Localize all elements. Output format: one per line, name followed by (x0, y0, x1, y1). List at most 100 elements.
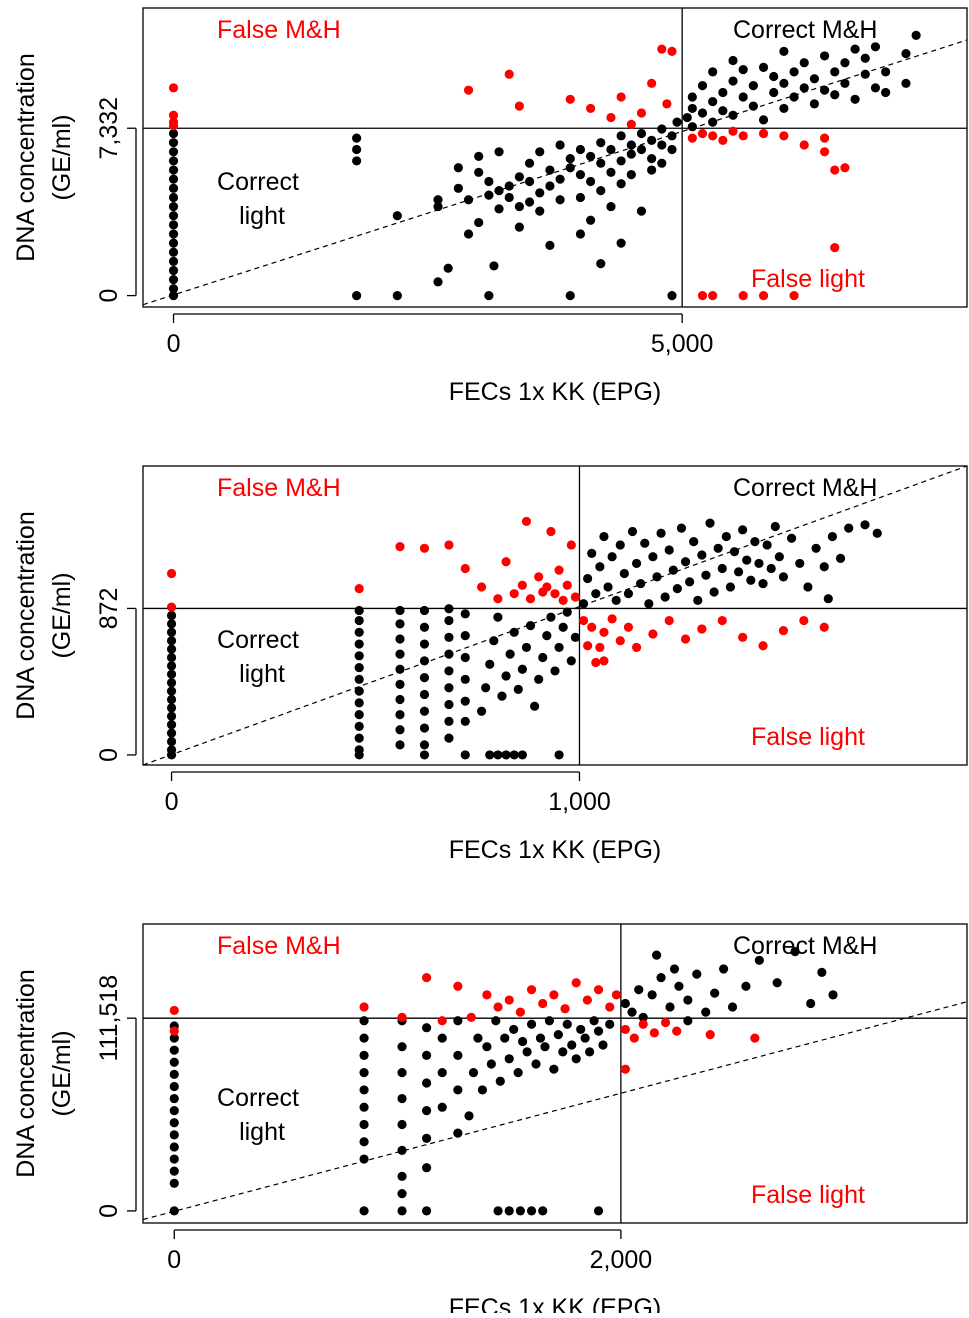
data-point (484, 290, 494, 301)
data-point (526, 1019, 537, 1029)
data-point (495, 1076, 505, 1086)
quadrant-label-correct-light: Correct (217, 168, 299, 196)
data-point (687, 103, 697, 114)
data-point (514, 101, 524, 111)
data-point (359, 1033, 369, 1043)
data-point (611, 990, 622, 1000)
data-point (421, 1163, 432, 1173)
data-point (606, 201, 616, 212)
data-point (168, 120, 179, 131)
data-point (168, 110, 179, 120)
data-point (352, 144, 362, 155)
data-point (560, 1004, 570, 1014)
data-point (789, 290, 799, 301)
data-point (397, 1206, 407, 1216)
data-point (598, 1040, 608, 1050)
data-point (419, 622, 430, 632)
data-point (169, 1154, 179, 1164)
data-point (359, 1002, 369, 1012)
data-point (616, 131, 626, 141)
data-point (615, 540, 625, 550)
data-point (672, 584, 682, 594)
data-point (586, 176, 596, 187)
data-point (623, 622, 634, 632)
reference-diagonal (143, 466, 967, 765)
data-point (453, 1085, 463, 1095)
data-point (514, 222, 524, 232)
data-point (419, 706, 430, 716)
data-point (738, 525, 748, 535)
data-point (728, 110, 738, 120)
data-point (494, 147, 504, 157)
data-point (638, 1019, 648, 1029)
data-point (647, 165, 657, 175)
data-point (664, 615, 674, 626)
data-point (565, 154, 575, 164)
data-point (626, 170, 636, 180)
data-point (558, 622, 568, 632)
data-point (586, 151, 596, 161)
data-point (657, 124, 667, 134)
data-point (354, 750, 364, 760)
data-point (881, 87, 891, 98)
data-point (504, 995, 514, 1005)
data-point (576, 1024, 586, 1035)
quadrant-label-false-light: False light (751, 723, 865, 751)
data-point (493, 1206, 503, 1216)
data-point (605, 1019, 615, 1029)
data-point (397, 1093, 407, 1104)
data-point (708, 131, 718, 141)
data-point (538, 1206, 548, 1216)
data-point (166, 652, 177, 663)
data-point (616, 156, 626, 166)
data-point (817, 967, 827, 977)
data-point (742, 555, 752, 565)
data-point (750, 536, 760, 547)
data-point (514, 201, 524, 212)
data-point (770, 521, 780, 532)
data-point (708, 290, 718, 301)
x-tick-label: 0 (165, 788, 179, 816)
data-point (354, 674, 364, 684)
data-point (754, 955, 764, 965)
data-point (395, 619, 405, 629)
data-point (850, 44, 860, 54)
data-point (395, 679, 405, 689)
data-point (444, 699, 454, 710)
data-point (586, 215, 596, 225)
data-point (463, 195, 474, 205)
data-point (354, 639, 364, 649)
data-point (555, 195, 565, 205)
data-point (647, 135, 657, 145)
data-point (607, 552, 617, 562)
x-tick-label: 0 (167, 330, 181, 358)
series-correct (166, 518, 882, 760)
data-point (766, 563, 776, 574)
data-point (562, 580, 572, 590)
data-point (667, 131, 677, 141)
data-point (790, 947, 800, 957)
data-point (531, 1059, 541, 1069)
data-point (166, 750, 177, 760)
data-point (169, 1130, 179, 1140)
data-point (674, 981, 684, 991)
data-point (593, 985, 604, 995)
data-point (685, 577, 695, 587)
data-point (819, 147, 830, 157)
y-tick-label: 0 (95, 1204, 123, 1218)
data-point (850, 94, 860, 104)
data-point (419, 750, 430, 760)
data-point (493, 1002, 503, 1012)
quadrant-label-false-mh: False M&H (217, 932, 341, 960)
data-point (168, 211, 179, 221)
data-point (627, 1007, 637, 1017)
data-point (535, 188, 545, 198)
data-point (535, 147, 545, 157)
data-point (596, 138, 606, 148)
data-point (595, 642, 605, 653)
data-point (660, 1017, 671, 1028)
data-point (565, 163, 575, 173)
y-tick-label: 111,518 (95, 975, 123, 1062)
